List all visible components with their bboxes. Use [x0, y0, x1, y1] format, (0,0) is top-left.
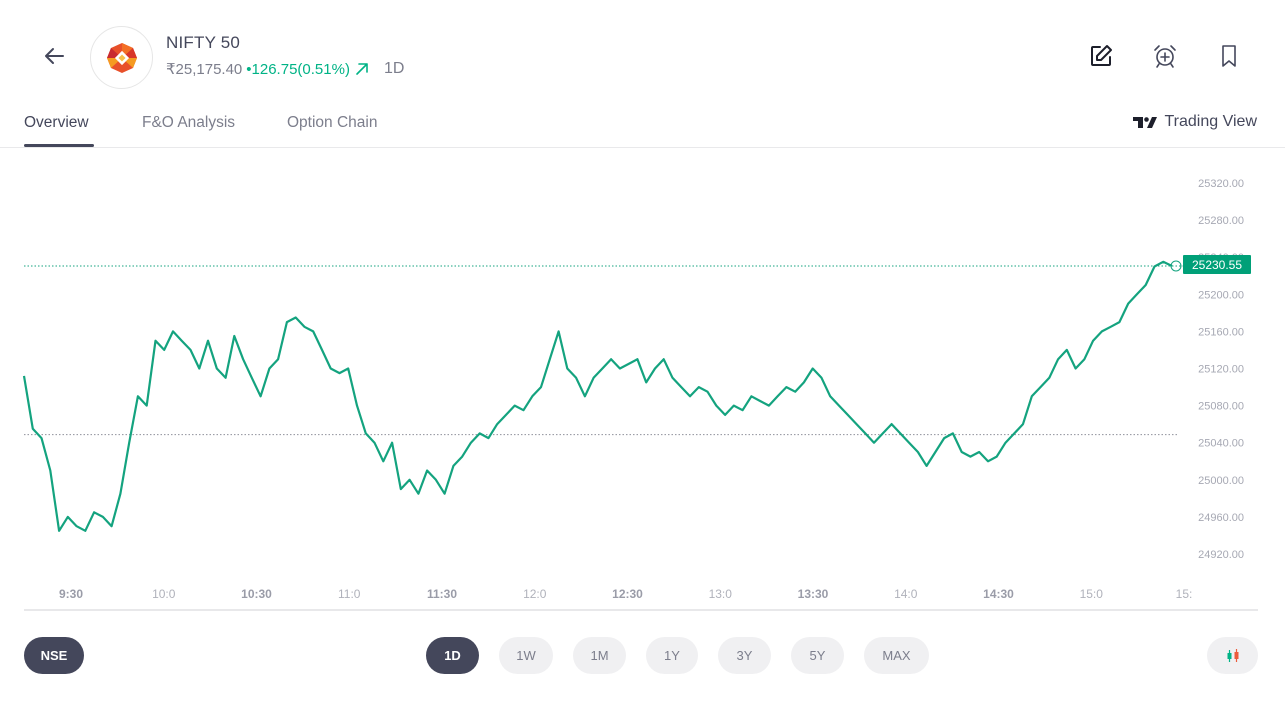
candlestick-icon	[1227, 648, 1238, 662]
x-tick-label: 9:30	[59, 587, 83, 601]
chart-controls: NSE 1D 1W 1M 1Y 3Y 5Y MAX	[0, 613, 1285, 703]
x-tick-label: 13:30	[798, 587, 829, 601]
header: NIFTY 50 ₹25,175.40 •126.75(0.51%) 1D	[0, 0, 1285, 100]
x-tick-label: 14:30	[983, 587, 1014, 601]
trading-view-button[interactable]: Trading View	[1132, 113, 1258, 131]
index-logo	[90, 26, 153, 89]
chart-type-button[interactable]	[1207, 637, 1258, 674]
price-row: ₹25,175.40 •126.75(0.51%) 1D	[166, 60, 404, 78]
x-tick-label: 15:	[1176, 587, 1193, 601]
y-tick-label: 25000.00	[1198, 475, 1244, 487]
x-tick-label: 11:30	[427, 587, 457, 601]
tab-overview[interactable]: Overview	[24, 114, 89, 131]
active-tab-indicator	[24, 144, 94, 147]
bookmark-icon	[1222, 45, 1236, 67]
chart-svg: 25320.0025280.0025240.0025200.0025160.00…	[22, 178, 1258, 611]
index-title: NIFTY 50	[166, 33, 241, 52]
y-tick-label: 25080.00	[1198, 401, 1244, 413]
edit-button[interactable]	[1087, 42, 1115, 70]
tab-fo-analysis[interactable]: F&O Analysis	[142, 114, 236, 131]
back-button[interactable]	[38, 40, 70, 72]
price-chart[interactable]: 25320.0025280.0025240.0025200.0025160.00…	[0, 148, 1285, 613]
tradingview-logo-icon	[1132, 117, 1157, 128]
price-change: •126.75(0.51%)	[246, 60, 350, 78]
x-tick-label: 12:0	[523, 587, 547, 601]
x-tick-label: 14:0	[894, 587, 918, 601]
y-tick-label: 25280.00	[1198, 215, 1244, 227]
x-tick-label: 13:0	[709, 587, 733, 601]
y-tick-label: 24960.00	[1198, 512, 1244, 524]
exchange-button[interactable]: NSE	[24, 637, 84, 674]
tab-option-chain[interactable]: Option Chain	[287, 114, 378, 131]
x-tick-label: 12:30	[612, 587, 643, 601]
trading-view-label: Trading View	[1164, 113, 1258, 130]
nifty-logo-icon	[106, 42, 137, 73]
last-point-marker	[1170, 260, 1182, 272]
range-5y-button[interactable]: 5Y	[791, 637, 844, 674]
bookmark-button[interactable]	[1215, 42, 1243, 70]
y-tick-label: 24920.00	[1198, 549, 1244, 561]
range-3y-button[interactable]: 3Y	[718, 637, 771, 674]
series-line	[22, 260, 1173, 532]
y-tick-label: 25200.00	[1198, 289, 1244, 301]
period-label: 1D	[383, 60, 405, 77]
x-tick-label: 10:30	[241, 587, 272, 601]
y-tick-label: 25040.00	[1198, 438, 1244, 450]
back-arrow-icon	[45, 48, 64, 64]
price-alert-button[interactable]	[1151, 42, 1179, 70]
current-price-tag: 25230.55	[1183, 255, 1251, 274]
y-tick-label: 25320.00	[1198, 178, 1244, 190]
x-tick-label: 15:0	[1080, 587, 1104, 601]
range-1d-button[interactable]: 1D	[426, 637, 479, 674]
edit-icon	[1091, 45, 1112, 66]
alarm-plus-icon	[1154, 45, 1176, 68]
range-1y-button[interactable]: 1Y	[646, 637, 698, 674]
range-1m-button[interactable]: 1M	[573, 637, 626, 674]
y-tick-label: 25120.00	[1198, 364, 1244, 376]
current-price: ₹25,175.40	[166, 61, 243, 78]
x-tick-label: 10:0	[152, 587, 176, 601]
y-tick-label: 25160.00	[1198, 326, 1244, 338]
tab-bar: Overview F&O Analysis Option Chain Tradi…	[0, 100, 1285, 148]
range-max-button[interactable]: MAX	[864, 637, 929, 674]
range-1w-button[interactable]: 1W	[499, 637, 553, 674]
arrow-up-right-icon	[354, 61, 370, 77]
x-tick-label: 11:0	[338, 587, 361, 601]
